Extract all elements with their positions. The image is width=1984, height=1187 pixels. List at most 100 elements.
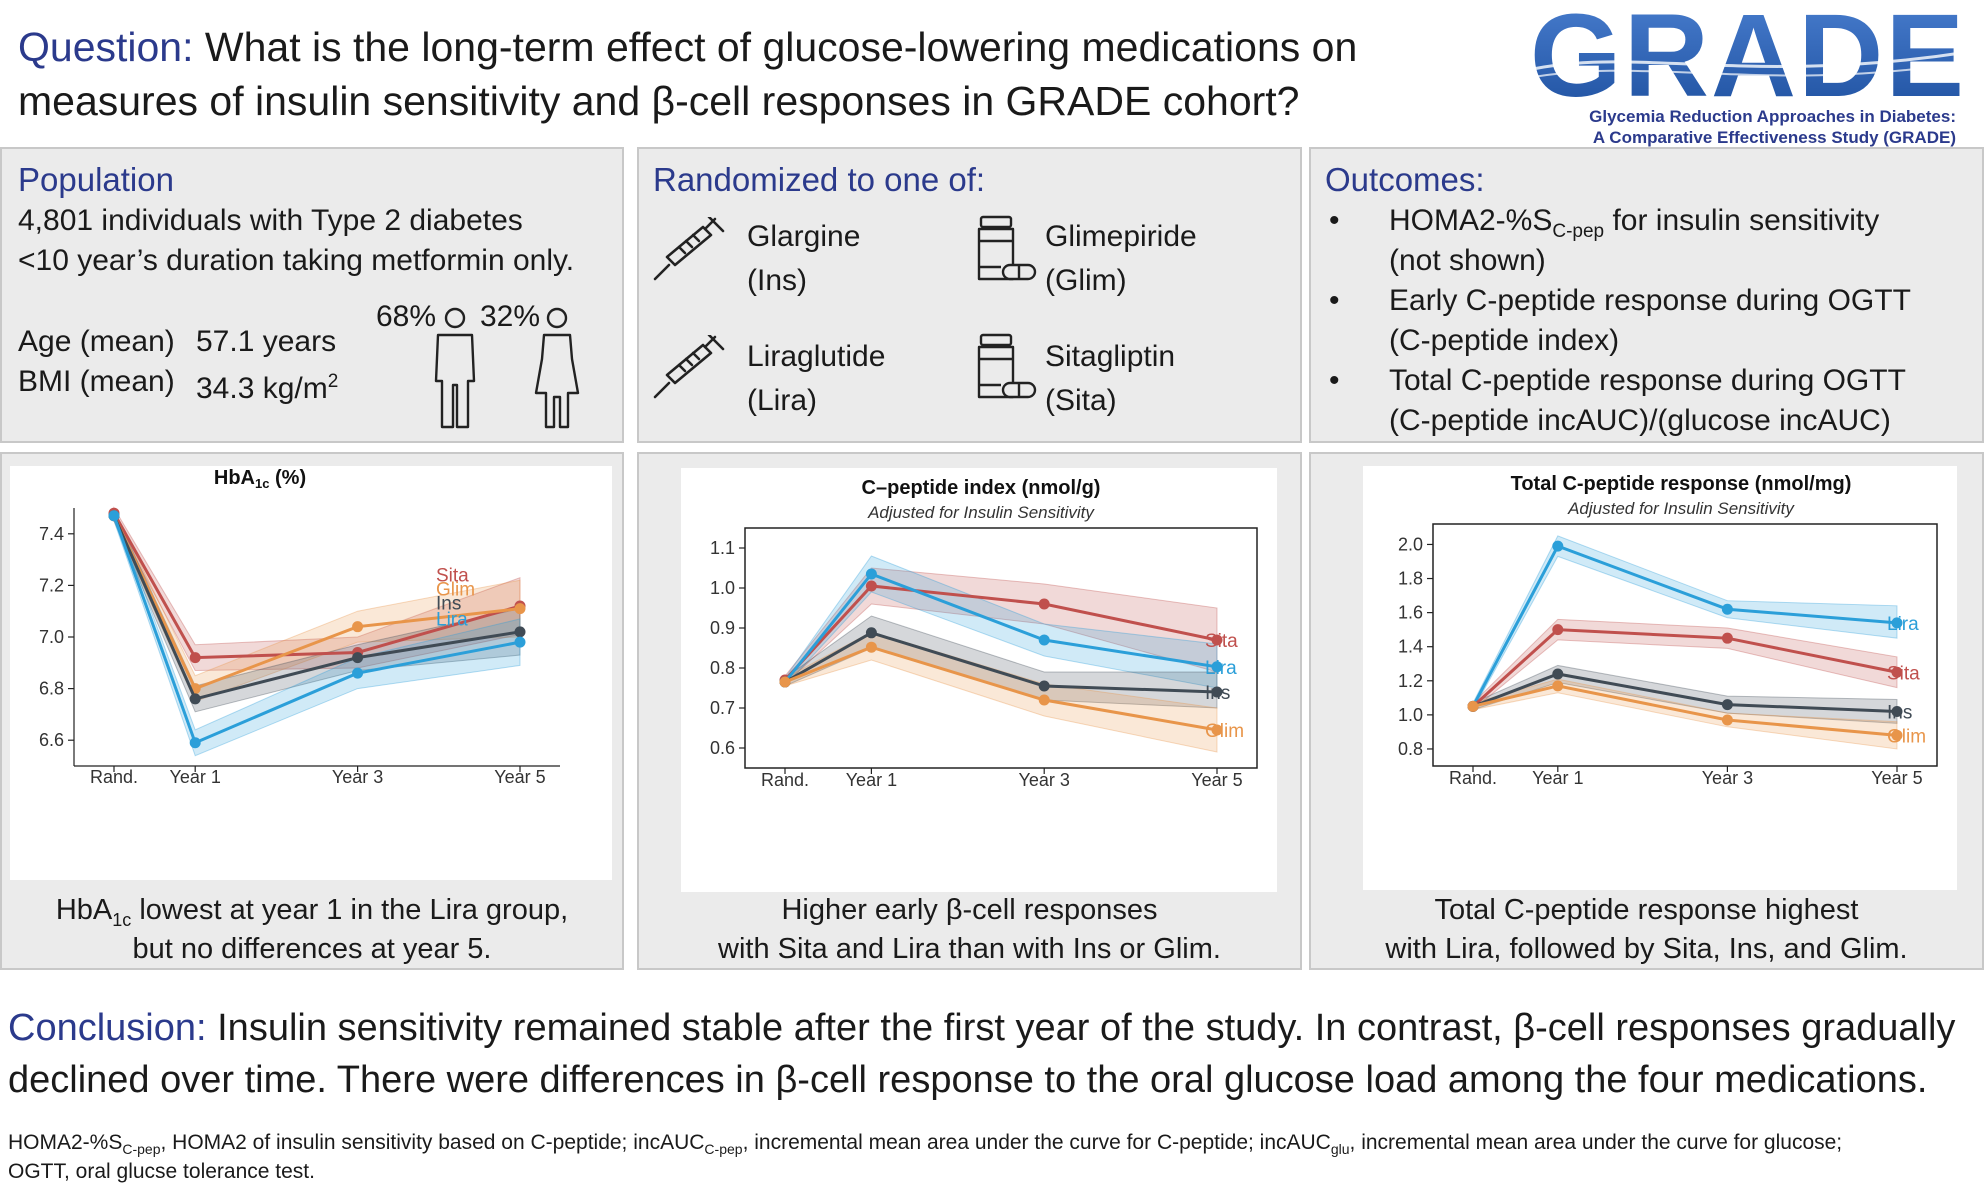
- outcome-1-text: HOMA2-%S: [1389, 204, 1553, 237]
- data-point-lira: [514, 636, 526, 648]
- footnote-text: HOMA2-%S: [8, 1131, 123, 1154]
- y-tick-label: 7.0: [39, 627, 64, 647]
- chart-title: HbA1c (%): [214, 467, 306, 491]
- y-tick-label: 1.2: [1398, 671, 1423, 691]
- pill-bottle-icon: [977, 333, 1037, 399]
- series-line-sita: [1471, 628, 1898, 708]
- arm-glargine-abbr: (Ins): [747, 264, 807, 297]
- outcome-1-text-b: for insulin sensitivity: [1604, 204, 1880, 237]
- arm-liraglutide-name: Liraglutide: [747, 340, 886, 373]
- conclusion-line-1: Conclusion: Insulin sensitivity remained…: [8, 1002, 1955, 1054]
- age-label: Age (mean): [18, 325, 175, 358]
- outcome-2-line2: (C-peptide index): [1389, 324, 1620, 357]
- y-tick-label: 6.6: [39, 730, 64, 750]
- bullet: •: [1329, 284, 1340, 317]
- footnote-line-1: HOMA2-%SC-pep, HOMA2 of insulin sensitiv…: [8, 1128, 1842, 1164]
- series-label-lira: Lira: [1887, 614, 1919, 635]
- y-tick-label: 7.4: [39, 524, 64, 544]
- logo-wordmark: GRADE: [1530, 6, 1966, 106]
- series-label-glim: Glim: [1887, 726, 1926, 747]
- data-point-sita: [1038, 598, 1050, 610]
- total-cpeptide-chart-area: Total C-peptide response (nmol/mg) Adjust…: [1363, 466, 1957, 890]
- series-line-sita: [783, 584, 1218, 682]
- outcome-1-subscript: C-pep: [1552, 221, 1605, 242]
- ci-band-sita: [1472, 618, 1898, 711]
- population-panel: Population 4,801 individuals with Type 2…: [0, 147, 624, 443]
- x-tick-label: Year 3: [1019, 770, 1070, 790]
- data-point-sita: [1891, 666, 1903, 678]
- chart-title-text: C–peptide index (nmol/g): [862, 477, 1101, 499]
- caption-1-text-b: lowest at year 1 in the Lira group,: [131, 894, 569, 926]
- ci-band-lira: [1472, 535, 1898, 711]
- series-line-lira: [112, 515, 521, 745]
- pill-bottle-icon: [977, 215, 1037, 281]
- series-line-lira: [1471, 544, 1898, 708]
- data-point-ins: [865, 627, 877, 639]
- data-point-glim: [865, 641, 877, 653]
- randomized-title: Randomized to one of:: [653, 161, 986, 198]
- data-point-lira: [865, 568, 877, 580]
- age-value: 57.1 years: [196, 325, 337, 358]
- data-point-lira: [1211, 661, 1223, 673]
- y-tick-label: 0.8: [1398, 739, 1423, 759]
- bmi-value-text: 34.3 kg/m: [196, 372, 328, 405]
- data-point-ins: [352, 652, 364, 664]
- series-label-ins: Ins: [1205, 683, 1230, 704]
- chart-title: C–peptide index (nmol/g): [862, 477, 1101, 499]
- data-point-ins: [189, 693, 201, 705]
- y-tick-label: 1.0: [710, 578, 735, 598]
- series-label-glim: Glim: [1205, 721, 1244, 742]
- hba1c-chart: HbA1c (%) 6.6 6.8 7.0 7.2 7.4 Rand. Year 1 Year …: [39, 467, 560, 787]
- data-point-glim: [1038, 694, 1050, 706]
- hba1c-chart-area: HbA1c (%) 6.6 6.8 7.0 7.2 7.4 Rand. Year 1 Year …: [10, 466, 612, 880]
- ci-band-lira: [113, 510, 521, 757]
- data-point-lira: [1552, 540, 1564, 552]
- chart-subtitle: Adjusted for Insulin Sensitivity: [1567, 499, 1795, 518]
- y-tick-label: 1.6: [1398, 603, 1423, 623]
- hba1c-caption-1: HbA1c lowest at year 1 in the Lira group…: [2, 891, 622, 940]
- series-label-sita: Sita: [1887, 663, 1920, 684]
- cpeptide-index-caption-2: with Sita and Lira than with Ins or Glim…: [718, 933, 1221, 965]
- chart-title-text: Total C-peptide response (nmol/mg): [1511, 473, 1852, 495]
- x-tick-label: Year 1: [170, 767, 221, 787]
- data-point-ins: [1211, 686, 1223, 698]
- outcomes-panel: Outcomes: • HOMA2-%SC-pep for insulin se…: [1309, 147, 1984, 443]
- x-tick-label: Year 1: [846, 770, 897, 790]
- question-text-2: measures of insulin sensitivity and β-ce…: [18, 78, 1300, 124]
- x-tick-label: Year 5: [1871, 768, 1922, 788]
- outcomes-title: Outcomes:: [1325, 161, 1485, 198]
- series-line-glim: [1472, 684, 1898, 737]
- data-point-glim: [1891, 729, 1903, 741]
- data-point-lira: [189, 737, 201, 749]
- data-point-glim: [779, 676, 791, 688]
- arm-glargine-name: Glargine: [747, 220, 861, 253]
- series-line-glim: [784, 645, 1218, 732]
- series-label-glim: Glim: [436, 580, 475, 601]
- data-point-sita: [189, 652, 201, 664]
- question-text-1: What is the long-term effect of glucose-…: [204, 24, 1358, 70]
- data-point-lira: [352, 667, 364, 679]
- series-label-ins: Ins: [436, 594, 461, 615]
- arm-glimepiride-abbr: (Glim): [1045, 264, 1127, 297]
- y-tick-label: 6.8: [39, 679, 64, 699]
- question-label: Question:: [18, 24, 194, 70]
- series-label-sita: Sita: [436, 566, 469, 587]
- chart-subtitle: Adjusted for Insulin Sensitivity: [867, 503, 1095, 522]
- male-person-icon: [434, 307, 476, 429]
- hba1c-caption-2: but no differences at year 5.: [132, 933, 492, 965]
- arm-sitagliptin-name: Sitagliptin: [1045, 340, 1176, 373]
- data-point-ins: [1552, 668, 1564, 680]
- bmi-label: BMI (mean): [18, 365, 175, 398]
- plot-frame: [744, 527, 1258, 769]
- data-point-lira: [1891, 617, 1903, 629]
- bmi-value: 34.3 kg/m2: [196, 362, 338, 409]
- x-tick-label: Year 1: [1532, 768, 1583, 788]
- y-tick-label: 0.8: [710, 658, 735, 678]
- male-percentage: 68%: [376, 300, 437, 333]
- series-label-lira: Lira: [1205, 658, 1237, 679]
- logo-tagline-2: A Comparative Effectiveness Study (GRADE…: [1592, 128, 1956, 147]
- data-point-glim: [1211, 724, 1223, 736]
- total-cpeptide-caption-1: Total C-peptide response highest: [1434, 894, 1859, 926]
- data-point-glim: [352, 621, 364, 633]
- syringe-icon: [653, 335, 725, 399]
